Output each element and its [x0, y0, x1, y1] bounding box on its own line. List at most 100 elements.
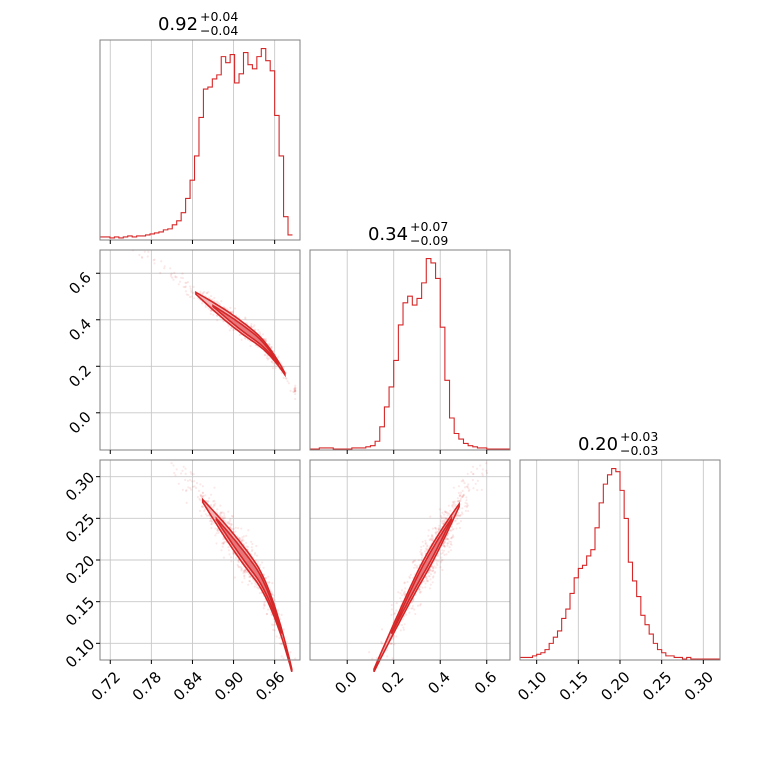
sample-point	[424, 542, 427, 546]
sample-point	[228, 329, 231, 332]
sample-point	[226, 520, 230, 524]
sample-point	[146, 255, 149, 258]
sample-point	[453, 502, 456, 505]
param-2-lower-error: −0.09	[410, 233, 448, 248]
sample-point	[294, 657, 297, 660]
sample-point	[240, 527, 243, 530]
sample-point	[476, 489, 479, 492]
sample-point	[430, 537, 433, 540]
sample-point	[432, 537, 435, 540]
sample-point	[447, 504, 450, 507]
y-tick-label: 0.6	[65, 268, 95, 298]
sample-point	[451, 528, 454, 531]
sample-point	[259, 332, 262, 335]
sample-point	[268, 581, 271, 584]
sample-point	[463, 482, 466, 485]
sample-point	[425, 578, 428, 581]
sample-point	[474, 482, 477, 485]
sample-point	[429, 583, 432, 586]
sample-point	[170, 462, 173, 465]
sample-point	[402, 626, 405, 629]
sample-point	[241, 536, 244, 539]
sample-point	[238, 537, 242, 540]
sample-point	[282, 657, 285, 660]
sample-point	[431, 535, 434, 538]
sample-point	[225, 307, 228, 310]
sample-point	[289, 389, 292, 392]
sample-point	[446, 512, 449, 515]
sample-point	[221, 511, 224, 514]
sample-point	[184, 489, 188, 493]
sample-point	[428, 538, 431, 541]
sample-point	[230, 326, 233, 329]
contour-outer-1-2	[195, 291, 286, 378]
sample-point	[413, 559, 416, 562]
sample-point	[437, 527, 440, 531]
sample-point	[401, 618, 405, 621]
sample-point	[431, 576, 435, 579]
sample-point	[141, 256, 144, 259]
sample-point	[230, 556, 233, 559]
sample-point	[411, 561, 414, 564]
sample-point	[421, 586, 424, 589]
sample-point	[266, 358, 269, 361]
sample-point	[160, 260, 163, 263]
sample-point	[271, 582, 274, 585]
sample-point	[446, 542, 449, 545]
sample-point	[392, 637, 395, 640]
sample-point	[386, 655, 389, 658]
sample-point	[222, 538, 225, 541]
sample-point	[395, 602, 398, 605]
sample-point	[159, 271, 162, 275]
sample-point	[177, 482, 180, 485]
sample-point	[237, 559, 240, 563]
sample-point	[279, 618, 282, 621]
sample-point	[215, 542, 218, 545]
sample-point	[240, 539, 243, 542]
sample-point	[192, 292, 195, 295]
sample-point	[251, 548, 254, 551]
sample-point	[231, 527, 234, 531]
sample-point	[152, 259, 155, 262]
sample-point	[462, 494, 465, 497]
sample-point	[422, 544, 425, 548]
sample-point	[270, 591, 273, 594]
sample-point	[437, 560, 440, 563]
sample-point	[198, 497, 201, 500]
sample-point	[209, 309, 212, 312]
sample-point	[241, 538, 244, 541]
sample-point	[238, 333, 241, 337]
sample-point	[249, 344, 252, 348]
sample-point	[189, 487, 192, 490]
sample-point	[450, 540, 453, 543]
sample-point	[273, 629, 276, 632]
sample-point	[414, 612, 417, 616]
sample-point	[182, 285, 185, 289]
sample-point	[210, 523, 213, 526]
sample-point	[292, 387, 295, 391]
sample-point	[265, 577, 268, 580]
sample-point	[220, 512, 223, 515]
sample-point	[457, 499, 460, 503]
sample-point	[420, 545, 423, 549]
sample-point	[412, 560, 416, 563]
sample-point	[256, 560, 259, 563]
sample-point	[244, 569, 247, 572]
sample-point	[173, 471, 176, 475]
scatter-panel-2-3	[309, 459, 511, 661]
sample-point	[423, 550, 427, 553]
sample-point	[464, 509, 467, 512]
sample-point	[207, 291, 210, 294]
sample-point	[461, 495, 464, 498]
sample-point	[434, 566, 437, 569]
sample-point	[467, 483, 470, 486]
sample-point	[216, 529, 219, 532]
sample-point	[424, 539, 427, 542]
sample-point	[456, 517, 459, 520]
sample-point	[428, 587, 432, 590]
sample-point	[442, 516, 445, 519]
sample-point	[446, 538, 449, 541]
sample-point	[418, 588, 421, 591]
sample-point	[440, 552, 443, 555]
sample-point	[255, 544, 258, 548]
